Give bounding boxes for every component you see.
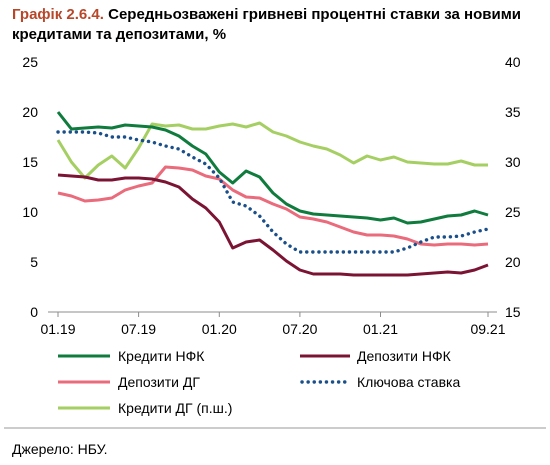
x-tick-label: 01.21 bbox=[363, 321, 398, 337]
depozyty-dh-line bbox=[57, 165, 489, 247]
y-left-tick-label: 20 bbox=[22, 104, 38, 120]
y-right-tick-label: 30 bbox=[505, 154, 521, 170]
y-right-tick-label: 20 bbox=[505, 254, 521, 270]
kredyty-dh-line bbox=[56, 121, 488, 180]
kredyty-nfk-line bbox=[56, 111, 489, 225]
source-note: Джерело: НБУ. bbox=[12, 441, 108, 457]
x-tick-label: 07.20 bbox=[282, 321, 317, 337]
legend-item-key-rate: Ключова ставка bbox=[300, 374, 460, 390]
x-tick-label: 01.19 bbox=[40, 321, 75, 337]
legend-item-depozyty-nfk: Депозити НФК bbox=[300, 348, 452, 364]
key-rate-line bbox=[56, 130, 490, 254]
y-right-tick-label: 40 bbox=[505, 54, 521, 70]
legend-item-depozyty-dh: Депозити ДГ bbox=[58, 374, 200, 390]
legend-label-kredyty-dh: Кредити ДГ (п.ш.) bbox=[118, 400, 232, 416]
legend-label-key-rate: Ключова ставка bbox=[357, 374, 460, 390]
plot-area bbox=[56, 111, 490, 277]
depozyty-nfk-line bbox=[57, 173, 489, 277]
y-right-tick-label: 35 bbox=[505, 104, 521, 120]
y-right-tick-label: 25 bbox=[505, 204, 521, 220]
x-tick-label: 09.21 bbox=[470, 321, 505, 337]
legend: Кредити НФК Депозити НФК Депозити ДГ Клю… bbox=[58, 348, 460, 416]
figure-number: Графік 2.6.4. bbox=[12, 6, 104, 23]
y-right-tick-label: 15 bbox=[505, 304, 521, 320]
x-tick-label: 01.20 bbox=[202, 321, 237, 337]
y-left-tick-label: 0 bbox=[30, 304, 38, 320]
axis-ticks: 0 5 10 15 20 25 15 20 25 30 35 40 01.19 07.19 01.20 07.… bbox=[22, 54, 520, 337]
legend-label-depozyty-nfk: Депозити НФК bbox=[357, 348, 452, 364]
y-left-tick-label: 10 bbox=[22, 204, 38, 220]
y-left-tick-label: 15 bbox=[22, 154, 38, 170]
chart-title: Графік 2.6.4. Середньозважені гривневі п… bbox=[12, 5, 527, 45]
legend-label-kredyty-nfk: Кредити НФК bbox=[118, 348, 205, 364]
y-left-tick-label: 25 bbox=[22, 54, 38, 70]
x-tick-label: 07.19 bbox=[121, 321, 156, 337]
chart-title-text: Середньозважені гривневі процентні ставк… bbox=[12, 6, 522, 43]
legend-item-kredyty-nfk: Кредити НФК bbox=[58, 348, 205, 364]
legend-label-depozyty-dh: Депозити ДГ bbox=[118, 374, 200, 390]
legend-item-kredyty-dh: Кредити ДГ (п.ш.) bbox=[58, 400, 232, 416]
y-left-tick-label: 5 bbox=[30, 254, 38, 270]
